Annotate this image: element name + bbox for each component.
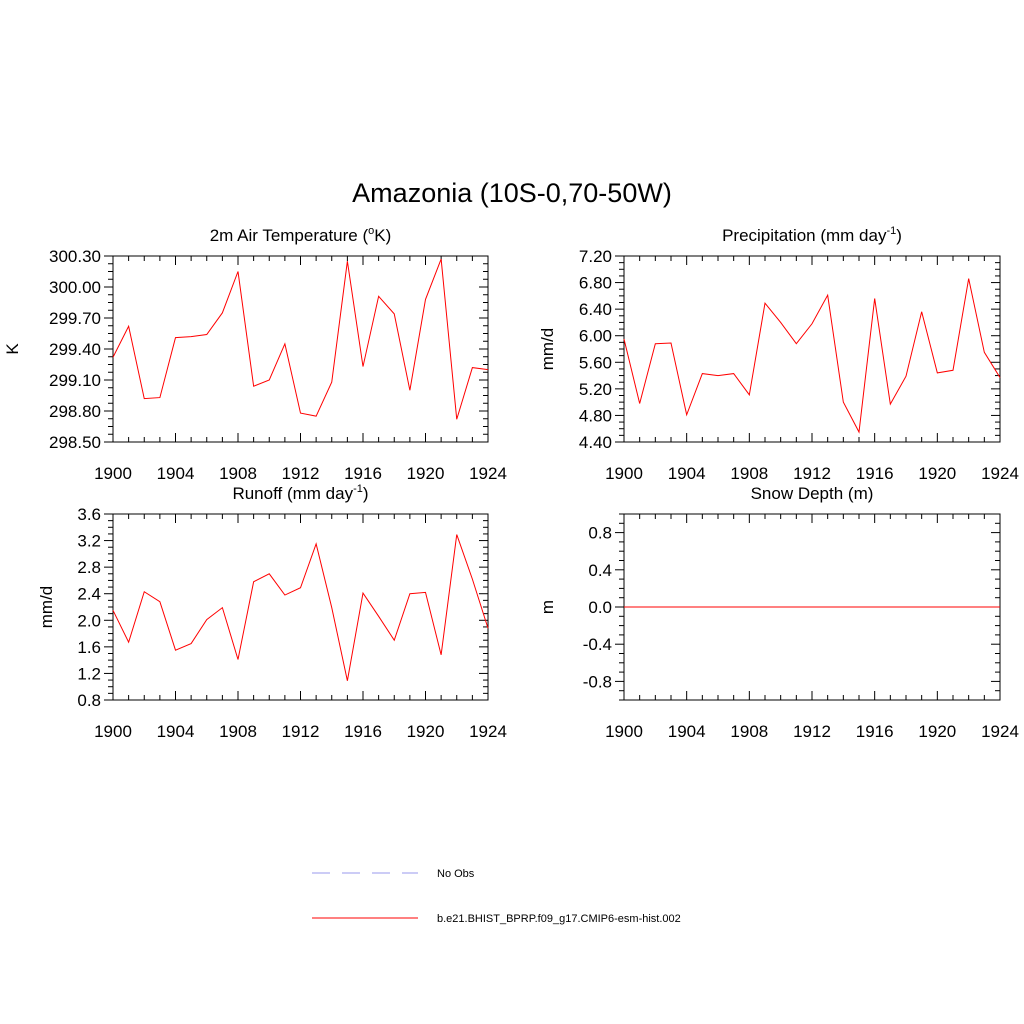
panel-temperature: 2m Air Temperature (oK) K 1900 1904 1908 1912… (3, 225, 507, 483)
series-line-model (112, 258, 489, 420)
x-tick-label: 1912 (793, 464, 831, 483)
y-tick-label: 0.0 (588, 598, 612, 617)
x-tick-label: 1916 (856, 464, 894, 483)
y-tick-label: 7.20 (579, 247, 612, 266)
x-tick-label: 1916 (344, 722, 382, 741)
panel-title: Snow Depth (m) (751, 484, 874, 503)
y-tick-label: 5.60 (579, 353, 612, 372)
x-tick-label: 1920 (407, 722, 445, 741)
x-tick-label: 1908 (730, 722, 768, 741)
plot-frame (112, 513, 489, 701)
x-tick-label: 1916 (344, 464, 382, 483)
x-tick-label: 1920 (407, 464, 445, 483)
y-tick-label: 0.8 (588, 524, 612, 543)
y-tick-label: 2.8 (77, 558, 101, 577)
x-tick-label: 1912 (282, 464, 320, 483)
panel-precipitation: Precipitation (mm day-1) mm/d 1900 1904 1908… (538, 225, 1019, 483)
y-tick-label: 0.4 (588, 561, 612, 580)
panels: 2m Air Temperature (oK) K 1900 1904 1908 1912… (3, 225, 1019, 741)
y-tick-label: 6.80 (579, 274, 612, 293)
y-tick-label: 298.80 (49, 402, 101, 421)
x-tick-label: 1924 (981, 464, 1019, 483)
legend-label-no-obs: No Obs (437, 868, 475, 880)
panel-runoff: Runoff (mm day-1) mm/d 1900 1904 1908 1912 191… (37, 483, 507, 741)
panel-title: Precipitation (mm day-1) (722, 225, 902, 245)
y-tick-label: 6.00 (579, 327, 612, 346)
y-tick-label: 3.2 (77, 532, 101, 551)
y-axis-label: m (538, 600, 557, 614)
y-axis-label: mm/d (538, 328, 557, 371)
y-tick-label: 0.8 (77, 691, 101, 710)
y-tick-label: -0.8 (583, 672, 612, 691)
y-axis-label: K (3, 343, 22, 355)
x-tick-label: 1912 (793, 722, 831, 741)
y-tick-label: 4.80 (579, 406, 612, 425)
x-tick-label: 1924 (469, 464, 507, 483)
figure-title: Amazonia (10S-0,70-50W) (352, 178, 672, 208)
x-tick-label: 1904 (668, 464, 706, 483)
y-tick-label: 298.50 (49, 433, 101, 452)
y-tick-label: 1.2 (77, 664, 101, 683)
legend-label-model: b.e21.BHIST_BPRP.f09_g17.CMIP6-esm-hist.… (437, 913, 681, 925)
y-tick-label: 2.0 (77, 611, 101, 630)
x-tick-label: 1924 (469, 722, 507, 741)
x-tick-label: 1900 (94, 722, 132, 741)
x-tick-label: 1900 (605, 722, 643, 741)
x-tick-label: 1908 (730, 464, 768, 483)
y-tick-label: 1.6 (77, 638, 101, 657)
x-tick-label: 1908 (219, 722, 257, 741)
series-line-model (112, 534, 489, 681)
y-axis-label: mm/d (37, 586, 56, 629)
y-tick-label: 4.40 (579, 433, 612, 452)
x-tick-label: 1904 (157, 464, 195, 483)
y-tick-label: 300.30 (49, 247, 101, 266)
x-tick-label: 1904 (668, 722, 706, 741)
x-tick-label: 1924 (981, 722, 1019, 741)
plot-frame (623, 255, 1001, 443)
x-tick-label: 1904 (157, 722, 195, 741)
y-tick-label: -0.4 (583, 635, 612, 654)
panel-title: 2m Air Temperature (oK) (210, 225, 392, 245)
y-tick-label: 6.40 (579, 300, 612, 319)
panel-title: Runoff (mm day-1) (232, 483, 368, 503)
series-line-model (623, 278, 1001, 434)
x-tick-label: 1900 (94, 464, 132, 483)
legend: No Obs b.e21.BHIST_BPRP.f09_g17.CMIP6-es… (312, 868, 681, 925)
y-tick-label: 3.6 (77, 505, 101, 524)
x-tick-label: 1900 (605, 464, 643, 483)
y-tick-label: 300.00 (49, 278, 101, 297)
x-tick-label: 1920 (918, 464, 956, 483)
panel-snow-depth: Snow Depth (m) m 1900 1904 1908 1912 1916 1920 1… (538, 484, 1019, 741)
x-tick-label: 1912 (282, 722, 320, 741)
y-tick-label: 299.10 (49, 371, 101, 390)
x-tick-label: 1920 (918, 722, 956, 741)
y-tick-label: 5.20 (579, 380, 612, 399)
x-tick-label: 1908 (219, 464, 257, 483)
y-tick-label: 299.40 (49, 340, 101, 359)
x-tick-label: 1916 (856, 722, 894, 741)
y-tick-label: 299.70 (49, 309, 101, 328)
y-tick-label: 2.4 (77, 585, 101, 604)
